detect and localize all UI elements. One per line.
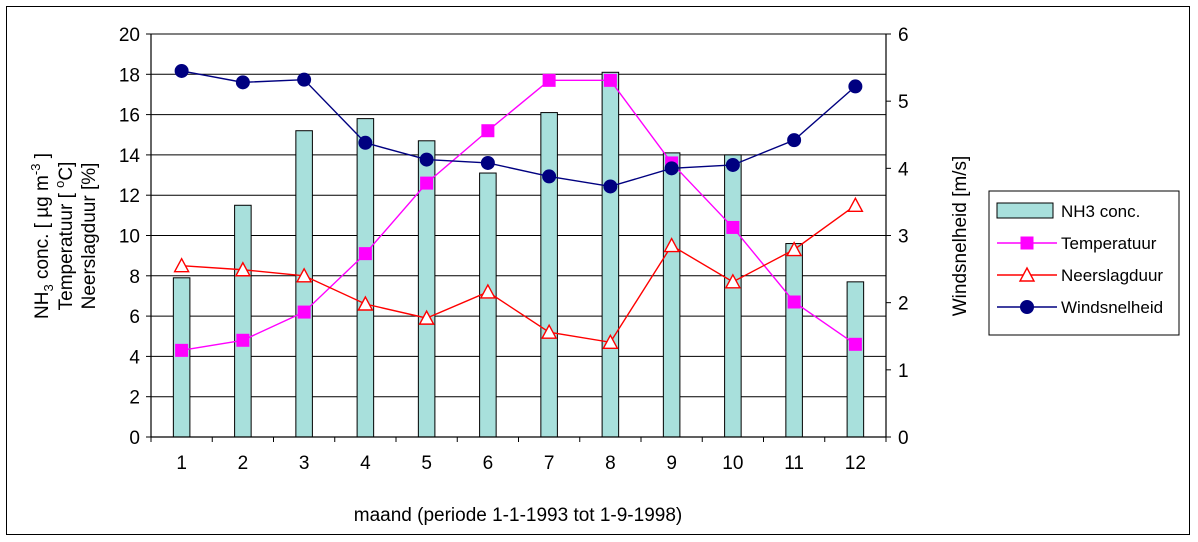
point-temperatuur-2 <box>236 333 250 347</box>
bar-month-10 <box>724 154 742 438</box>
legend-swatch-nh3-conc. <box>996 202 1054 219</box>
point-windsnelheid-3 <box>297 72 312 87</box>
point-neerslagduur-1 <box>173 257 190 273</box>
point-temperatuur-3 <box>297 305 311 319</box>
legend: NH3 conc. Temperatuur Neerslagduur Windsnel… <box>988 190 1180 336</box>
point-neerslagduur-4 <box>357 295 374 311</box>
legend-label-temperatuur: Temperatuur <box>1061 234 1157 253</box>
point-windsnelheid-9 <box>664 161 679 176</box>
x-tick-label-12: 12 <box>845 453 866 474</box>
line-neerslagduur <box>181 204 856 344</box>
legend-label-nh3-conc.: NH3 conc. <box>1061 202 1140 221</box>
point-windsnelheid-8 <box>603 179 618 194</box>
point-neerslagduur-11 <box>785 241 803 257</box>
point-neerslagduur-6 <box>479 283 497 299</box>
legend-label-neerslagduur: Neerslagduur <box>1061 266 1163 285</box>
line-temperatuur <box>181 79 856 352</box>
right-tick-label-5: 5 <box>898 92 909 113</box>
left-tick-label-16: 16 <box>119 106 140 127</box>
right-tick-label-3: 3 <box>898 227 909 248</box>
point-windsnelheid-7 <box>542 169 557 184</box>
point-neerslagduur-7 <box>540 323 558 339</box>
point-neerslagduur-8 <box>602 333 619 349</box>
point-windsnelheid-1 <box>174 63 189 78</box>
bar-month-7 <box>540 112 558 438</box>
bar-month-4 <box>356 118 375 438</box>
point-windsnelheid-11 <box>787 133 802 148</box>
bar-month-11 <box>785 243 803 438</box>
left-tick-label-18: 18 <box>119 65 140 86</box>
legend-marker-neerslagduur <box>1018 266 1036 282</box>
x-tick-label-1: 1 <box>176 453 187 474</box>
point-temperatuur-5 <box>420 176 434 190</box>
bar-month-12 <box>846 281 865 438</box>
legend-marker-temperatuur <box>1020 236 1034 250</box>
point-temperatuur-11 <box>787 295 801 309</box>
left-tick-label-4: 4 <box>129 347 140 368</box>
left-tick-label-12: 12 <box>119 186 140 207</box>
left-tick-label-14: 14 <box>119 146 141 167</box>
x-tick-label-6: 6 <box>483 453 494 474</box>
grid <box>151 33 886 398</box>
left-tick-label-10: 10 <box>119 227 140 248</box>
point-temperatuur-10 <box>726 220 740 234</box>
left-tick-label-20: 20 <box>119 25 140 46</box>
legend-label-windsnelheid: Windsnelheid <box>1061 298 1163 317</box>
point-windsnelheid-6 <box>480 155 495 170</box>
x-tick-label-10: 10 <box>722 453 743 474</box>
left-tick-label-8: 8 <box>129 267 140 288</box>
right-tick-label-0: 0 <box>898 428 909 449</box>
left-tick-label-6: 6 <box>129 307 140 328</box>
point-temperatuur-4 <box>358 247 372 261</box>
x-tick-label-9: 9 <box>666 453 677 474</box>
bar-month-2 <box>234 204 252 438</box>
point-windsnelheid-4 <box>358 135 373 150</box>
left-tick-label-0: 0 <box>129 428 140 449</box>
bar-month-1 <box>172 277 191 438</box>
x-tick-label-3: 3 <box>299 453 310 474</box>
x-axis-title: maand (periode 1-1-1993 tot 1-9-1998) <box>354 505 682 526</box>
x-tick-label-11: 11 <box>784 453 804 474</box>
legend-marker-windsnelheid <box>1020 300 1034 314</box>
left-axis-title-line3: Neerslagduur [%] <box>79 163 100 310</box>
point-neerslagduur-2 <box>234 261 252 277</box>
x-tick-label-2: 2 <box>238 453 249 474</box>
point-neerslagduur-5 <box>418 309 435 325</box>
point-temperatuur-12 <box>848 337 862 351</box>
line-windsnelheid <box>181 70 856 188</box>
bar-month-3 <box>295 130 313 438</box>
left-tick-label-2: 2 <box>129 388 140 409</box>
bar-month-9 <box>662 152 681 438</box>
point-neerslagduur-3 <box>295 267 313 283</box>
left-axis-title-line2: Temperatuur [ oC] <box>52 162 77 311</box>
point-neerslagduur-12 <box>847 196 864 212</box>
point-windsnelheid-12 <box>848 79 863 94</box>
point-windsnelheid-5 <box>419 152 434 167</box>
bar-month-6 <box>479 172 497 438</box>
x-tick-label-7: 7 <box>544 453 555 474</box>
point-temperatuur-6 <box>481 124 495 138</box>
point-windsnelheid-2 <box>235 75 250 90</box>
point-neerslagduur-9 <box>663 237 680 253</box>
x-tick-label-8: 8 <box>605 453 616 474</box>
bar-month-8 <box>601 71 620 438</box>
right-tick-label-6: 6 <box>898 25 909 46</box>
lines-group <box>173 63 864 357</box>
right-tick-label-4: 4 <box>898 159 909 180</box>
right-tick-label-1: 1 <box>898 361 909 382</box>
x-tick-label-4: 4 <box>360 453 371 474</box>
point-windsnelheid-10 <box>725 157 740 172</box>
point-temperatuur-8 <box>603 73 617 87</box>
left-axis-title-line1: NH3 conc. [ µg m-3 ] <box>28 153 56 319</box>
point-neerslagduur-10 <box>724 273 742 289</box>
point-temperatuur-1 <box>175 343 189 357</box>
point-temperatuur-7 <box>542 73 556 87</box>
right-axis-title: Windsnelheid [m/s] <box>950 156 971 317</box>
x-tick-label-5: 5 <box>421 453 432 474</box>
right-tick-label-2: 2 <box>898 294 909 315</box>
